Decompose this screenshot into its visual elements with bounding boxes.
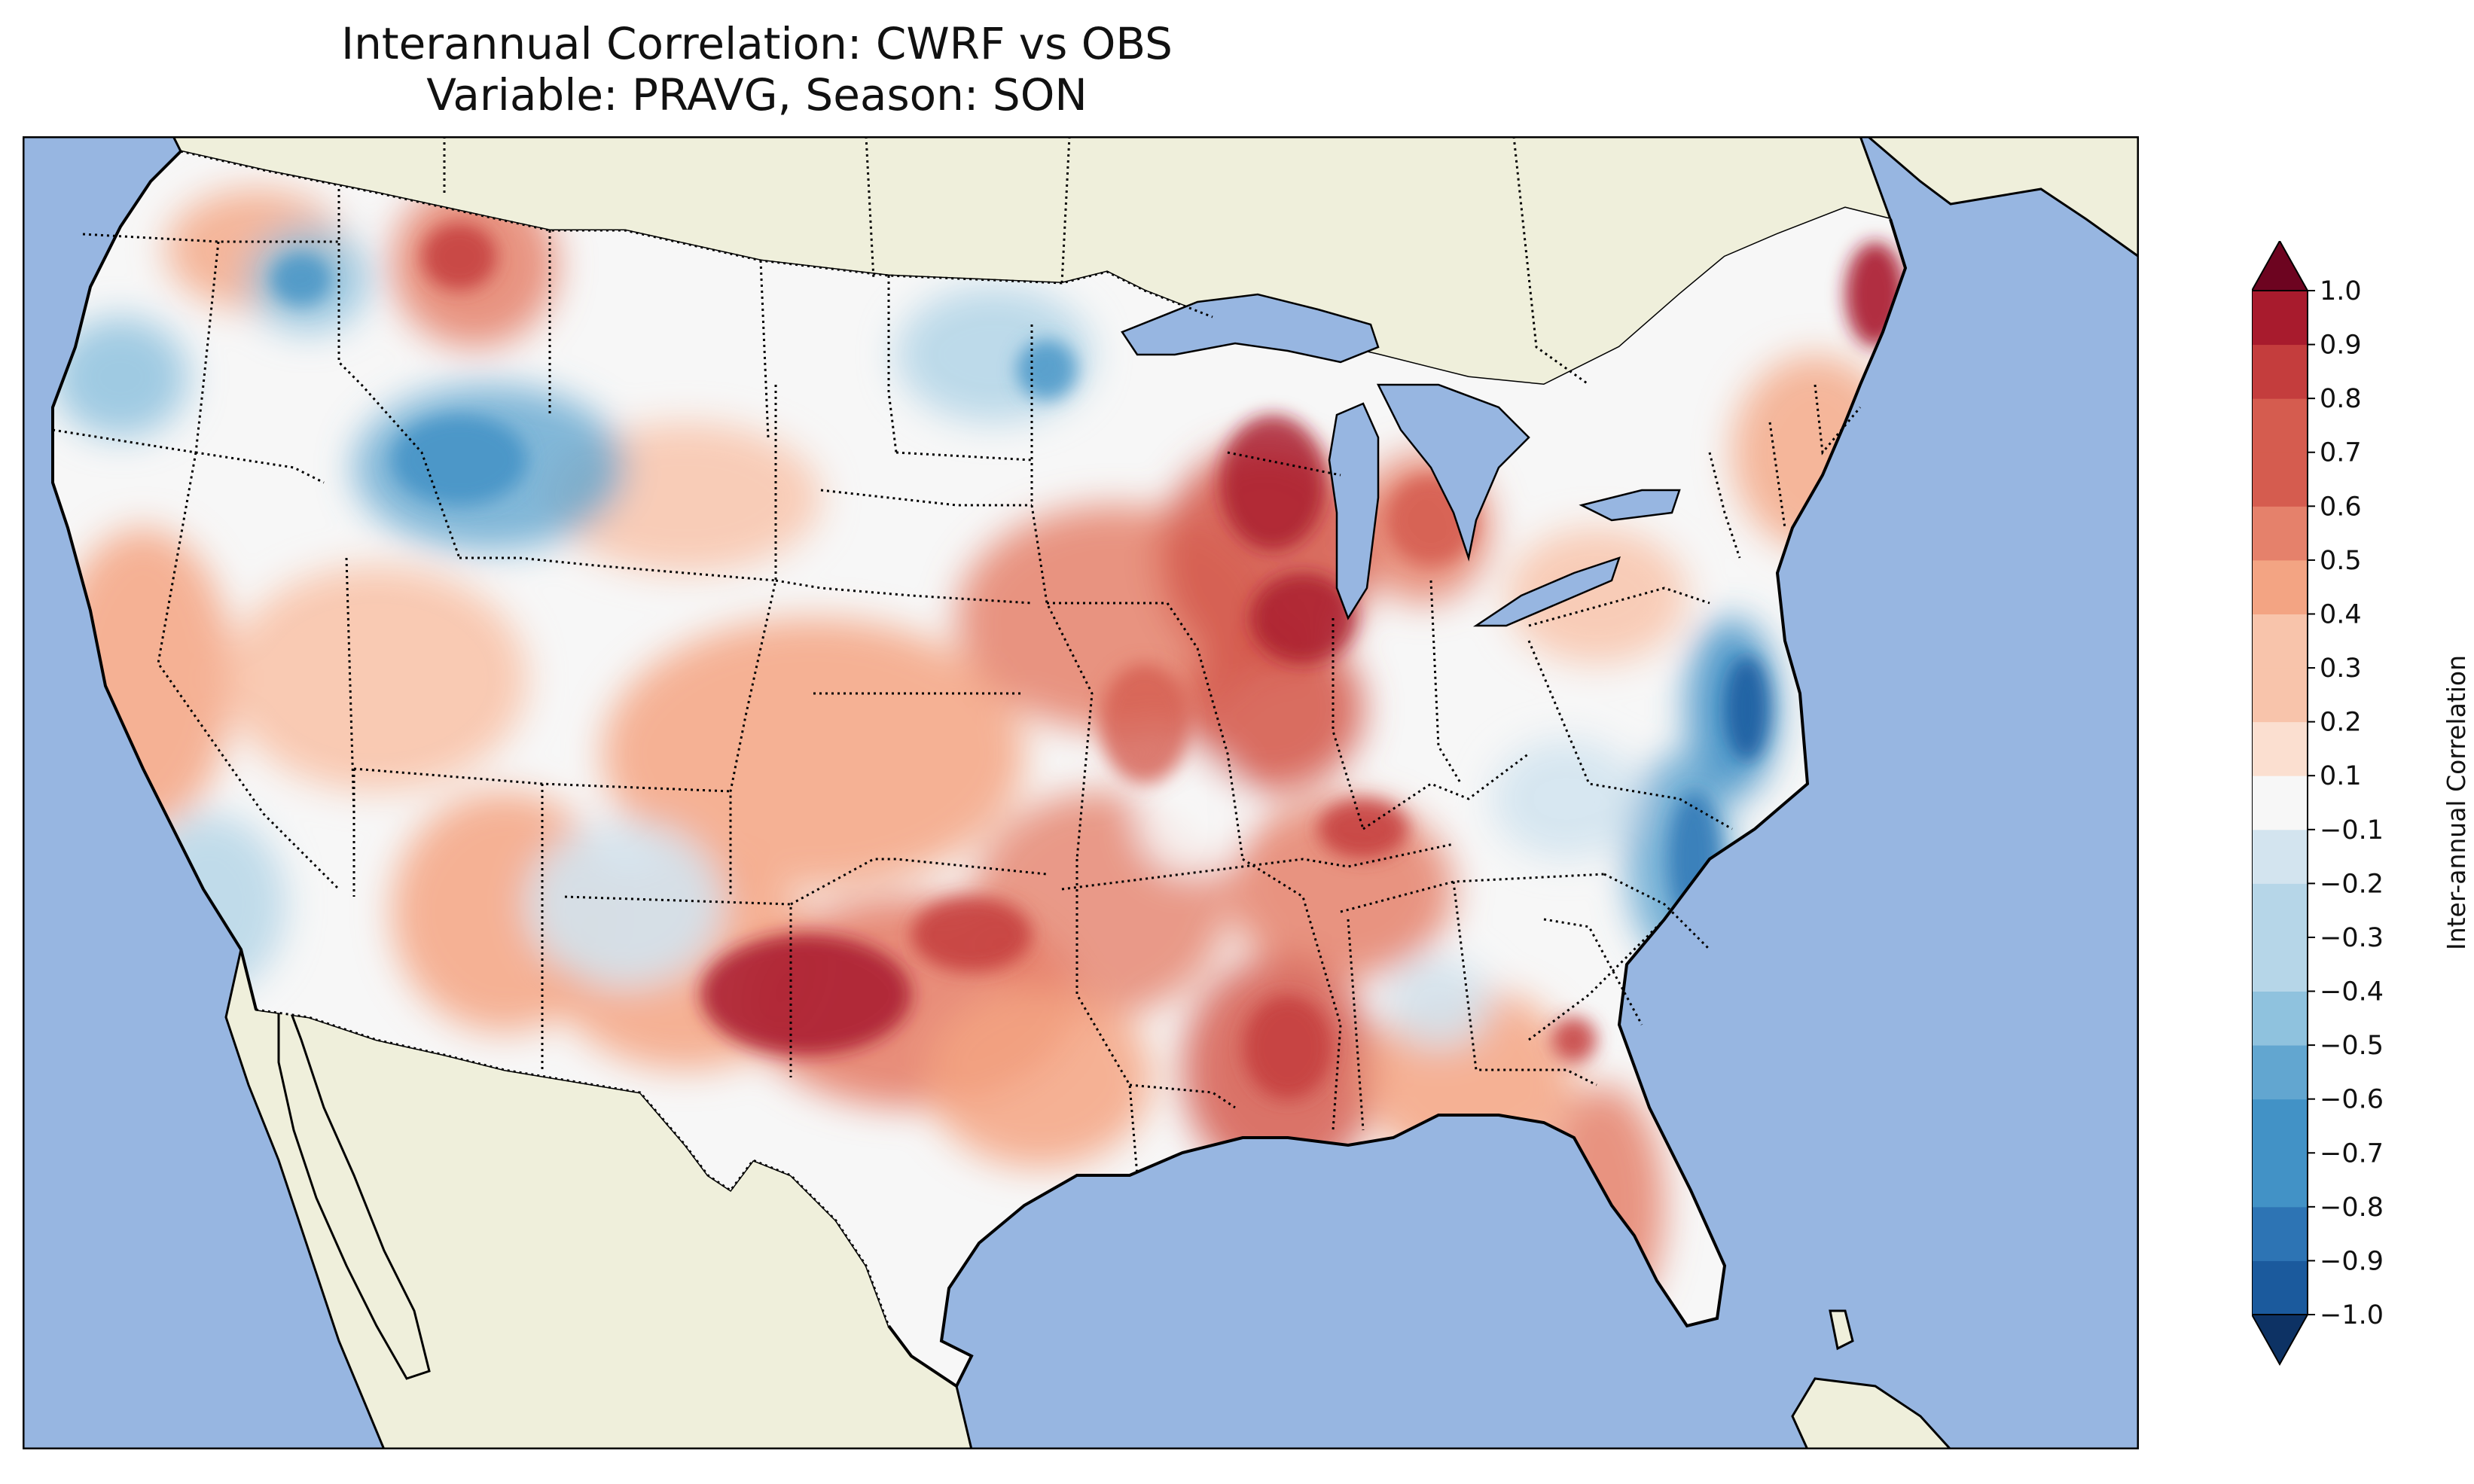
baja-peninsula [277, 979, 431, 1380]
colorbar-tick-label: −0.1 [2320, 815, 2384, 846]
colorbar-segment [2252, 668, 2308, 723]
cuba-island [1791, 1377, 1953, 1449]
great-lakes [1121, 293, 1681, 627]
bahamas-island [1829, 1309, 1854, 1351]
colorbar-frame [2252, 290, 2308, 1315]
colorbar-segment [2252, 829, 2308, 884]
colorbar-segment [2252, 1153, 2308, 1208]
us-canada-border [180, 150, 1213, 318]
colorbar-tick-label: −0.8 [2320, 1193, 2384, 1223]
colorbar-label: Inter-annual Correlation [2442, 655, 2471, 950]
colorbar-segment [2252, 559, 2308, 614]
map-frame [23, 136, 2139, 1449]
colorbar-segment [2252, 991, 2308, 1046]
colorbar-segment [2252, 1045, 2308, 1100]
lake-erie [1472, 556, 1621, 627]
colorbar-tick-label: 0.3 [2320, 654, 2362, 684]
colorbar-tick-label: 0.1 [2320, 761, 2362, 791]
colorbar-segment [2252, 1260, 2308, 1315]
colorbar-segment [2252, 1099, 2308, 1153]
colorbar-tick-label: −0.2 [2320, 869, 2384, 899]
colorbar-tick-label: 0.5 [2320, 546, 2362, 576]
colorbar-tick-label: 0.8 [2320, 384, 2362, 414]
chart-title-line-1: Interannual Correlation: CWRF vs OBS [340, 18, 1173, 69]
colorbar-segment [2252, 452, 2308, 507]
colorbar-segment [2252, 291, 2308, 346]
colorbar-extend-max-triangle [2252, 241, 2309, 291]
colorbar: 1.0 0.9 0.8 0.7 0.6 0.5 0.4 0.3 0.2 0.1 −0.1 −0.2 −0… [2252, 241, 2471, 1367]
lake-huron [1376, 383, 1530, 562]
us-mexico-border [255, 1008, 890, 1327]
colorbar-tick-label: 0.2 [2320, 708, 2362, 738]
colorbar-segment [2252, 776, 2308, 830]
colorbar-tick-label: 1.0 [2320, 276, 2362, 306]
colorbar-tick-label: −0.4 [2320, 977, 2384, 1007]
colorbar-tick-label: 0.6 [2320, 492, 2362, 522]
lake-superior [1121, 293, 1380, 364]
colorbar-tick-label: −1.0 [2320, 1300, 2384, 1330]
colorbar-tick-label: 0.4 [2320, 599, 2362, 629]
colorbar-segment [2252, 1206, 2308, 1261]
state-borders [52, 189, 1862, 1176]
lake-ontario [1579, 489, 1681, 522]
colorbar-tick-label: −0.9 [2320, 1246, 2384, 1276]
canada-province-borders [443, 136, 1590, 386]
conus-coastline [51, 150, 1908, 1388]
colorbar-segment [2252, 344, 2308, 399]
lake-michigan [1328, 402, 1380, 620]
colorbar-tick-label: 0.7 [2320, 438, 2362, 468]
colorbar-segment [2252, 883, 2308, 938]
colorbar-tick-label: −0.3 [2320, 923, 2384, 953]
colorbar-tick-label: 0.9 [2320, 331, 2362, 361]
colorbar-segment [2252, 506, 2308, 561]
colorbar-segment [2252, 937, 2308, 992]
colorbar-segment [2252, 398, 2308, 453]
map-panel [23, 136, 2139, 1449]
colorbar-tick-label: −0.7 [2320, 1138, 2384, 1169]
colorbar-extend-min-triangle [2252, 1314, 2309, 1367]
colorbar-segment [2252, 614, 2308, 669]
colorbar-tick-label: −0.5 [2320, 1031, 2384, 1061]
colorbar-segment [2252, 721, 2308, 776]
chart-title-line-2: Variable: PRAVG, Season: SON [426, 69, 1088, 120]
colorbar-tick-label: −0.6 [2320, 1085, 2384, 1115]
